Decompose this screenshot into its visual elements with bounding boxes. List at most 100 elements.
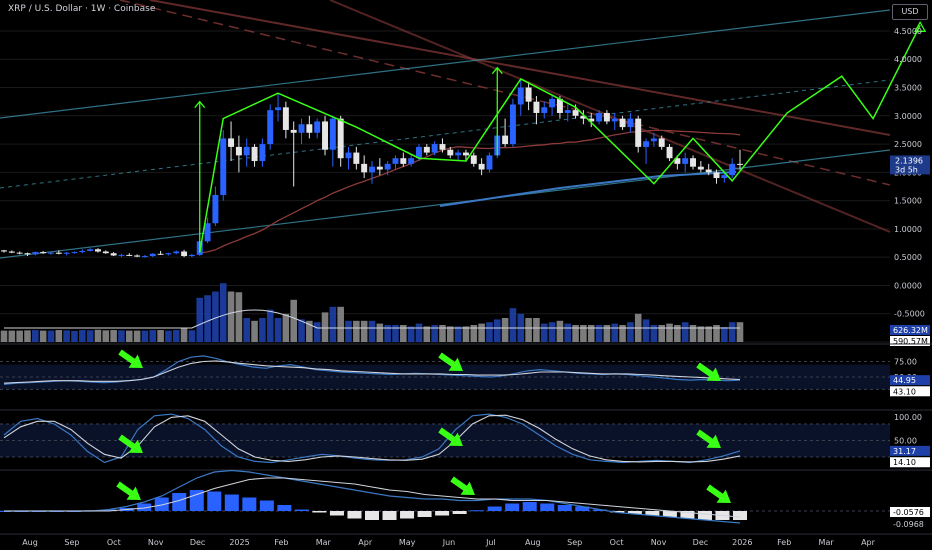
- time-tick-label: Nov: [651, 538, 667, 547]
- volume-bar: [525, 318, 532, 342]
- candle-body: [134, 255, 141, 257]
- macd-histogram-bar: [172, 493, 187, 511]
- candle-body: [251, 146, 258, 162]
- candle-body: [322, 121, 328, 150]
- macd-histogram-bar: [697, 511, 712, 520]
- volume-bar: [157, 330, 164, 342]
- macd-histogram-bar: [277, 505, 292, 511]
- candle-body: [455, 152, 462, 156]
- time-tick-label: Aug: [525, 538, 541, 547]
- candle-body: [564, 110, 571, 113]
- volume-bar: [556, 320, 564, 342]
- volume-bar: [79, 330, 86, 342]
- candle-body: [1, 250, 7, 252]
- price-tick-label: 1.5000: [894, 197, 922, 206]
- volume-ma-line: [4, 309, 740, 329]
- macd-histogram-bar: [662, 511, 677, 517]
- stoch-d-value-label: 14.10: [893, 458, 916, 467]
- candle-body: [627, 118, 634, 128]
- volume-ma-label-box: [890, 336, 930, 346]
- macd-histogram-bar: [364, 511, 380, 520]
- volume-bar: [728, 322, 736, 342]
- volume-bar: [713, 325, 720, 342]
- volume-bar: [133, 330, 141, 342]
- volume-bar: [360, 320, 368, 342]
- volume-bar: [423, 326, 431, 342]
- candle-body: [408, 158, 415, 164]
- volume-bar: [118, 330, 125, 342]
- macd-histogram-bar: [732, 511, 748, 520]
- chart-title: XRP / U.S. Dollar · 1W · Coinbase: [8, 4, 156, 14]
- candle-body: [165, 253, 172, 255]
- volume-bar: [384, 325, 391, 342]
- candle-body: [55, 252, 62, 254]
- macd-histogram-bar: [347, 511, 362, 519]
- volume-bar: [595, 325, 603, 342]
- volume-bar: [180, 328, 188, 342]
- macd-histogram-bar: [610, 511, 625, 513]
- green-arrow-shape: [450, 476, 475, 496]
- green-arrow-icon: [116, 481, 141, 501]
- time-tick-label: Sep: [64, 538, 79, 547]
- volume-bar: [141, 330, 149, 342]
- macd-value-box: [890, 507, 930, 517]
- candle-body: [141, 256, 148, 258]
- volume-bar: [721, 326, 728, 342]
- volume-bar: [102, 330, 110, 342]
- volume-bar: [462, 326, 470, 342]
- stoch-value-box: [890, 445, 930, 456]
- candle-body: [447, 149, 454, 156]
- candle-body: [572, 110, 579, 116]
- candle-body: [478, 163, 485, 170]
- green-arrow-shape: [706, 484, 731, 504]
- volume-bar: [353, 320, 360, 342]
- volume-bar: [290, 299, 297, 342]
- rsi-tick-label: 75.00: [894, 358, 917, 367]
- price-tick-label: 4.0000: [894, 55, 922, 64]
- long-sma-line: [439, 171, 737, 207]
- trend-line-mid: [0, 79, 891, 189]
- currency-button[interactable]: USD: [892, 4, 928, 20]
- candle-body: [126, 254, 133, 256]
- candle-body: [24, 253, 31, 255]
- candle-body: [470, 155, 477, 164]
- macd-histogram-bar: [242, 497, 257, 511]
- candle-body: [650, 138, 657, 142]
- candle-body: [525, 87, 532, 102]
- candle-body: [682, 158, 689, 164]
- volume-bar: [24, 330, 31, 342]
- time-tick-label: Feb: [274, 538, 288, 547]
- green-arrow-icon: [706, 484, 731, 504]
- candle-body: [94, 249, 101, 252]
- volume-bar: [259, 318, 266, 342]
- volume-bar: [540, 323, 548, 342]
- time-tick-label: Apr: [861, 538, 876, 547]
- time-tick-label: Apr: [358, 538, 373, 547]
- target-arrow-head: [913, 20, 927, 32]
- candle-body: [384, 163, 391, 170]
- candle-body: [149, 253, 156, 257]
- macd-histogram-bar: [417, 511, 432, 517]
- volume-bar: [650, 325, 658, 342]
- time-tick-label: May: [399, 538, 416, 547]
- green-arrow-icon: [696, 362, 721, 382]
- volume-ma-value-label: 590.57M: [893, 337, 928, 346]
- candle-body: [337, 118, 344, 159]
- volume-bar: [313, 322, 321, 342]
- macd-histogram-bar: [294, 509, 309, 511]
- price-tick-label: 2.5000: [894, 140, 922, 149]
- price-tick-label: 1.0000: [894, 225, 922, 234]
- time-tick-label: 2025: [229, 538, 249, 547]
- volume-bar: [8, 330, 16, 342]
- green-arrow-icon: [450, 476, 475, 496]
- volume-bar: [587, 325, 595, 342]
- green-arrow-icon: [118, 434, 143, 454]
- volume-bar: [251, 320, 258, 342]
- volume-bar: [39, 330, 47, 342]
- candle-body: [486, 155, 493, 170]
- candle-body: [690, 158, 696, 167]
- volume-bar: [454, 326, 462, 342]
- candle-body: [102, 251, 109, 254]
